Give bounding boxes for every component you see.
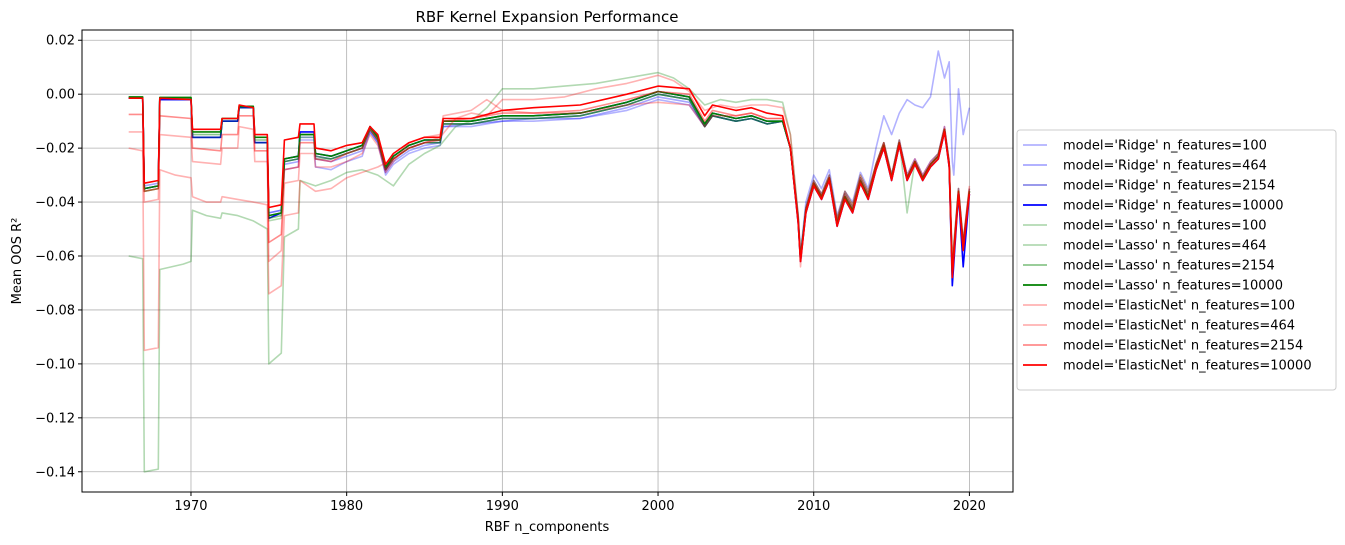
y-tick-label: −0.06 [35, 250, 75, 265]
x-axis-label: RBF n_components [485, 520, 610, 535]
series-line-11 [128, 85, 971, 279]
legend-entry-0: model='Ridge' n_features=100 [1063, 139, 1267, 154]
x-tick-label: 2000 [641, 499, 674, 514]
legend-entry-5: model='Lasso' n_features=464 [1063, 239, 1267, 254]
legend-box [1016, 129, 1337, 391]
y-tick-label: 0.00 [46, 88, 75, 103]
legend-entry-10: model='ElasticNet' n_features=2154 [1063, 339, 1303, 354]
legend-entry-6: model='Lasso' n_features=2154 [1063, 259, 1275, 274]
x-tick-label: 2010 [797, 499, 830, 514]
chart-title: RBF Kernel Expansion Performance [415, 8, 678, 26]
y-axis: −0.14 −0.12 −0.10 −0.08 −0.06 −0.04 −0.02 0.00 0… [35, 34, 82, 480]
y-axis-label: Mean OOS R² [10, 218, 25, 305]
x-tick-label: 1980 [330, 499, 363, 514]
legend-entry-8: model='ElasticNet' n_features=100 [1063, 299, 1295, 314]
y-tick-label: −0.10 [35, 357, 75, 372]
legend-entry-11: model='ElasticNet' n_features=10000 [1063, 359, 1312, 374]
x-tick-label: 1970 [174, 499, 207, 514]
y-tick-label: −0.14 [35, 465, 75, 480]
legend-entry-2: model='Ridge' n_features=2154 [1063, 179, 1275, 194]
x-axis: 1970 1980 1990 2000 2010 2020 [174, 492, 986, 514]
y-tick-label: 0.02 [46, 34, 75, 49]
x-tick-label: 2020 [953, 499, 986, 514]
y-tick-label: −0.04 [35, 196, 75, 211]
grid [82, 30, 1013, 492]
legend-entry-3: model='Ridge' n_features=10000 [1063, 199, 1284, 214]
legend-entry-9: model='ElasticNet' n_features=464 [1063, 319, 1295, 334]
y-tick-label: −0.12 [35, 411, 75, 426]
legend-entry-7: model='Lasso' n_features=10000 [1063, 279, 1283, 294]
y-tick-label: −0.08 [35, 303, 75, 318]
y-tick-label: −0.02 [35, 142, 75, 157]
legend-entry-1: model='Ridge' n_features=464 [1063, 159, 1267, 174]
series-line-8 [128, 74, 971, 352]
legend-entry-4: model='Lasso' n_features=100 [1063, 219, 1267, 234]
plot-frame [81, 29, 1014, 493]
x-tick-label: 1990 [486, 499, 519, 514]
series-lines [128, 50, 971, 473]
legend: model='Ridge' n_features=100 model='Ridge… [1016, 129, 1337, 391]
